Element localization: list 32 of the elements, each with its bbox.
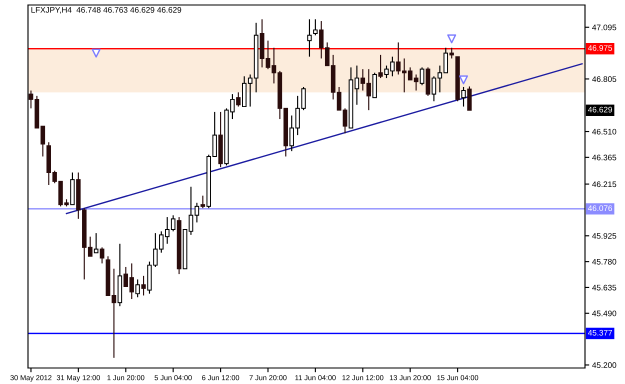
- candlestick: [378, 54, 383, 79]
- candlestick: [467, 86, 472, 111]
- y-tick-label: 45.780: [592, 258, 616, 265]
- candlestick: [236, 92, 241, 108]
- candlestick: [313, 18, 318, 36]
- ref-line-label: 45.377: [588, 330, 612, 336]
- candlestick: [94, 232, 98, 254]
- candlestick: [372, 72, 377, 98]
- candlestick: [200, 195, 206, 209]
- candlestick: [449, 47, 454, 60]
- chart-title: LFXJPY,H4 46.748 46.763 46.629 46.629: [31, 7, 182, 14]
- candlestick: [100, 246, 104, 264]
- y-tick-label: 47.095: [592, 24, 616, 30]
- y-tick-label: 46.805: [592, 76, 616, 82]
- y-tick-label: 45.925: [592, 233, 616, 239]
- candlestick: [420, 66, 424, 86]
- ref-line-label: 46.076: [588, 205, 612, 212]
- annotation: 46.629: [588, 106, 612, 112]
- y-tick-label: 45.200: [592, 362, 616, 368]
- candlestick: [461, 86, 466, 108]
- point: [459, 75, 468, 84]
- candlestick: [307, 18, 312, 58]
- point: [447, 34, 456, 44]
- ref-line-label: 46.975: [588, 45, 612, 51]
- y-tick-label: 46.365: [592, 154, 616, 160]
- y-tick-label: 46.510: [592, 128, 616, 135]
- candlestick: [135, 278, 140, 298]
- point: [92, 48, 101, 58]
- candlestick: [141, 275, 146, 296]
- y-tick-label: 46.215: [592, 181, 616, 188]
- y-tick-label: 45.635: [592, 284, 616, 290]
- y-tick-label: 45.490: [592, 310, 616, 316]
